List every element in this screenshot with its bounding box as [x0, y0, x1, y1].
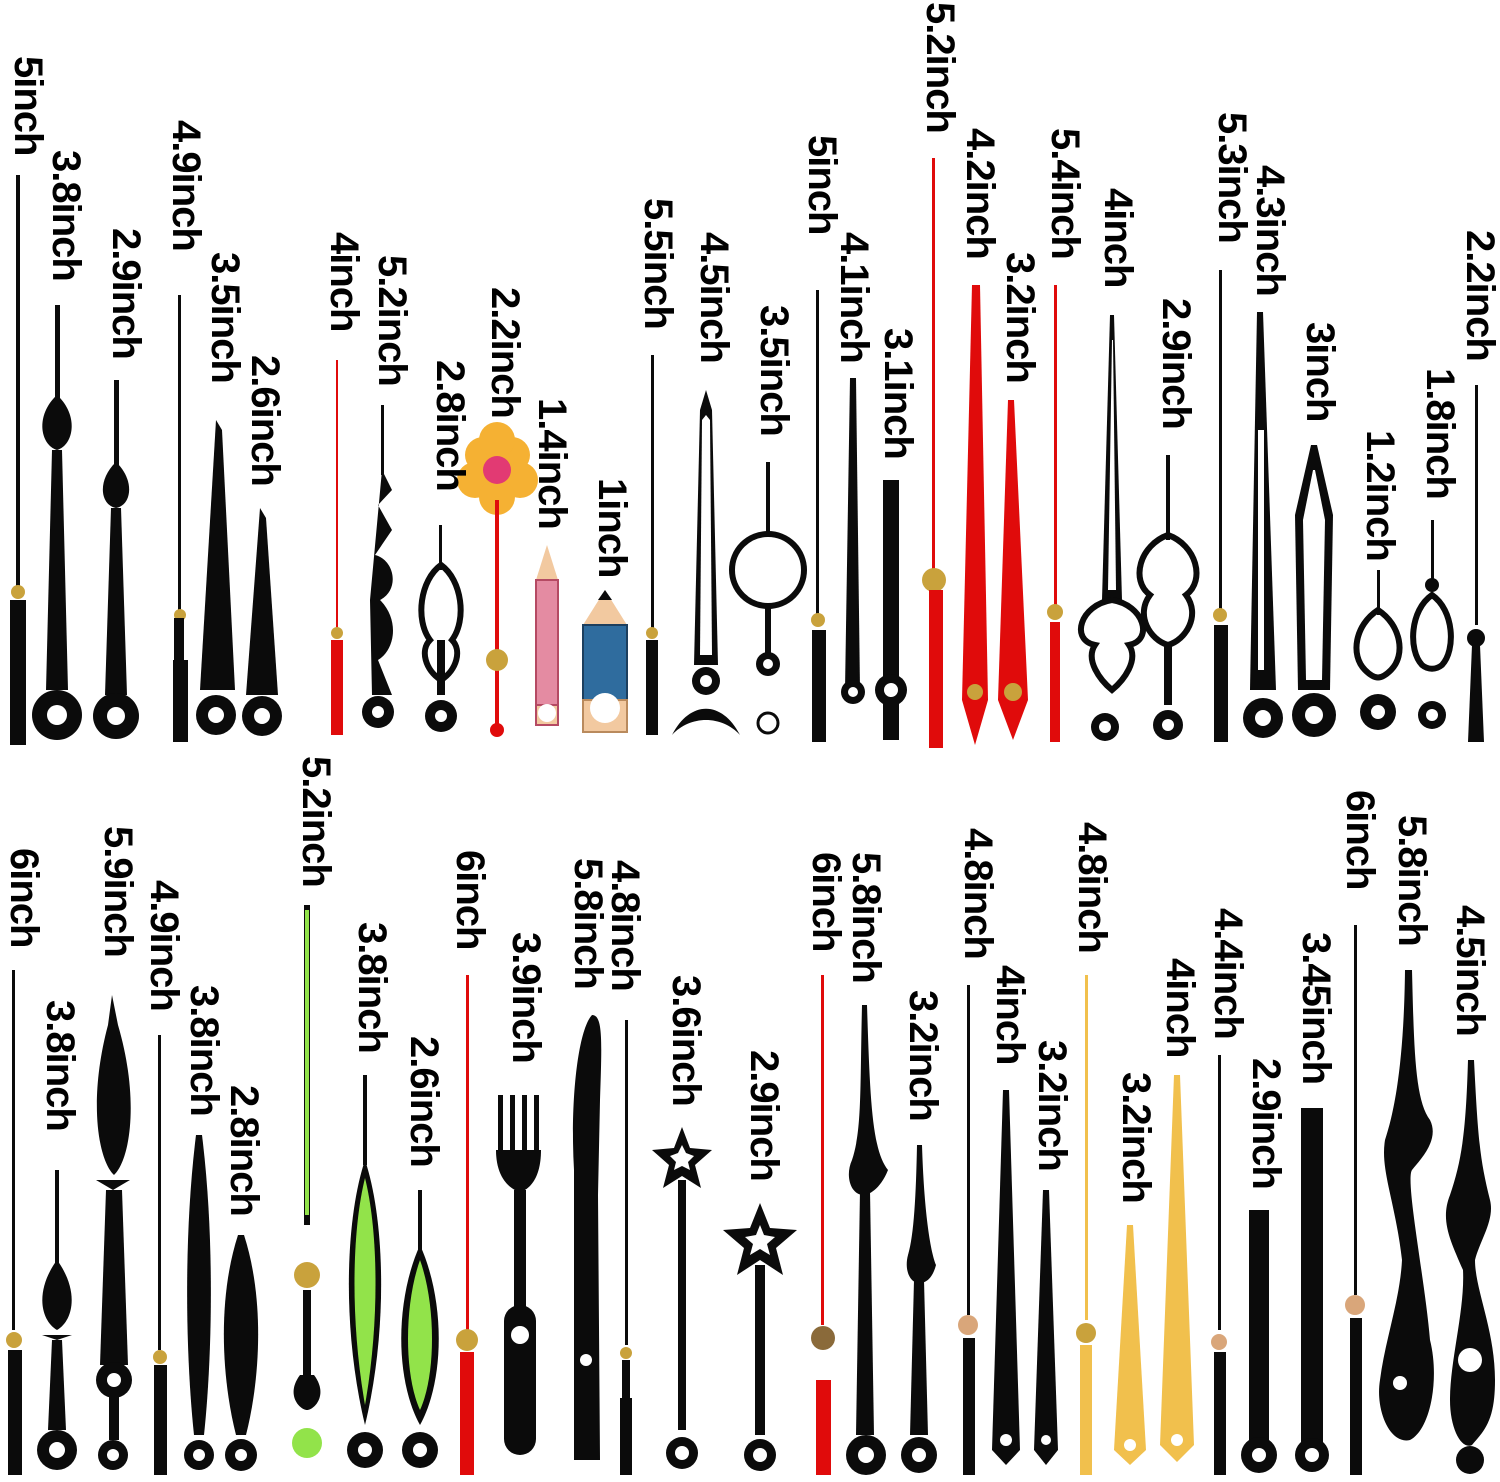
size-label: 2.9inch: [104, 228, 148, 359]
hand-set-4-novelty: [457, 422, 628, 737]
size-label: 1.8inch: [1418, 368, 1462, 499]
size-label: 2.6inch: [243, 355, 287, 486]
size-label: 3.2inch: [901, 990, 945, 1121]
size-label: 3.8inch: [38, 1000, 82, 1131]
size-label: 3.2inch: [1114, 1072, 1158, 1203]
size-label: 3inch: [1298, 322, 1342, 422]
hand-set-14-fork-knife: [456, 975, 632, 1475]
size-label: 4inch: [988, 965, 1032, 1065]
pink-pencil-hand-icon: [535, 545, 559, 726]
size-label: 4.9inch: [164, 120, 208, 251]
size-label: 3.6inch: [664, 975, 708, 1106]
size-label: 5.5inch: [636, 198, 680, 329]
size-label: 5.8inch: [566, 858, 610, 989]
size-label: 3.9inch: [504, 932, 548, 1063]
flower-hand-icon: [457, 422, 538, 515]
size-label: 5inch: [800, 135, 844, 235]
size-label: 1.2inch: [1358, 430, 1402, 561]
hand-set-19-black-rect: [1211, 1055, 1329, 1475]
hand-set-12-black-leaf: [153, 1035, 259, 1475]
size-label: 2.9inch: [1244, 1058, 1288, 1189]
hand-set-7-red: [922, 158, 1063, 748]
hand-set-16-red-black: [811, 975, 937, 1475]
size-label: 5inch: [6, 56, 50, 156]
size-label: 4.5inch: [1448, 905, 1492, 1036]
hand-set-8-fleur: [1077, 315, 1200, 741]
size-label: 4.9inch: [142, 880, 186, 1011]
size-label: 5.4inch: [1043, 128, 1087, 259]
size-label: 2.8inch: [222, 1085, 266, 1216]
hand-set-10-small-ornate: [1353, 385, 1485, 742]
hand-set-18-gold: [1076, 975, 1194, 1475]
size-label: 1inch: [590, 478, 634, 578]
size-label: 3.5inch: [752, 305, 796, 436]
size-label: 4.8inch: [603, 860, 647, 991]
size-label: 5.8inch: [1390, 815, 1434, 946]
size-label: 4.5inch: [692, 232, 736, 363]
size-label: 3.2inch: [1030, 1040, 1074, 1171]
size-label: 2.9inch: [742, 1050, 786, 1181]
size-label: 4inch: [322, 232, 366, 332]
size-label: 3.1inch: [876, 328, 920, 459]
hand-set-9-open-baton: [1213, 270, 1336, 742]
size-label: 4.4inch: [1206, 908, 1250, 1039]
size-label: 4.8inch: [1070, 822, 1114, 953]
size-label: 3.5inch: [203, 252, 247, 383]
hand-set-17-black-needle: [958, 985, 1058, 1475]
size-label: 4inch: [1096, 188, 1140, 288]
size-label: 3.8inch: [182, 985, 226, 1116]
size-label: 5.2inch: [918, 2, 962, 133]
size-label: 2.2inch: [1458, 230, 1500, 361]
size-label: 2.6inch: [402, 1036, 446, 1167]
hand-set-15-star: [652, 1127, 797, 1471]
size-label: 5.2inch: [370, 255, 414, 386]
hand-set-20-black-spade-large: [1345, 925, 1495, 1475]
hand-set-6-black-stick: [811, 290, 907, 742]
size-label: 2.2inch: [483, 287, 527, 418]
size-label: 6inch: [448, 850, 492, 950]
size-label: 3.2inch: [998, 252, 1042, 383]
size-label: 2.9inch: [1154, 298, 1198, 429]
hand-set-11-black-spade: [6, 970, 132, 1475]
size-label: 6inch: [804, 852, 848, 952]
size-label: 3.45inch: [1294, 932, 1338, 1085]
size-label: 2.8inch: [428, 360, 472, 491]
size-label: 1.4inch: [530, 398, 574, 529]
size-label: 6inch: [2, 848, 46, 948]
size-label: 4.2inch: [958, 128, 1002, 259]
blue-pencil-hand-icon: [582, 590, 628, 733]
size-label: 5.3inch: [1210, 112, 1254, 243]
hand-set-5-moon-sun: [646, 355, 807, 735]
hand-set-2-black-baton: [173, 295, 282, 742]
size-label: 5.8inch: [844, 852, 888, 983]
size-label: 3.8inch: [350, 922, 394, 1053]
hand-set-3-ornate: [331, 360, 464, 735]
size-label: 4.8inch: [956, 828, 1000, 959]
size-label: 4.3inch: [1248, 165, 1292, 296]
size-label: 3.8inch: [44, 150, 88, 281]
size-label: 6inch: [1338, 790, 1382, 890]
size-label: 5.2inch: [294, 756, 338, 887]
fork-hand-icon: [496, 1095, 541, 1455]
knife-hand-icon: [572, 1015, 602, 1460]
hand-set-13-lume-green: [292, 905, 439, 1468]
hand-set-1-black-spade: [10, 175, 139, 745]
size-label: 4.1inch: [832, 232, 876, 363]
size-label: 5.9inch: [96, 826, 140, 957]
size-label: 4inch: [1158, 958, 1202, 1058]
